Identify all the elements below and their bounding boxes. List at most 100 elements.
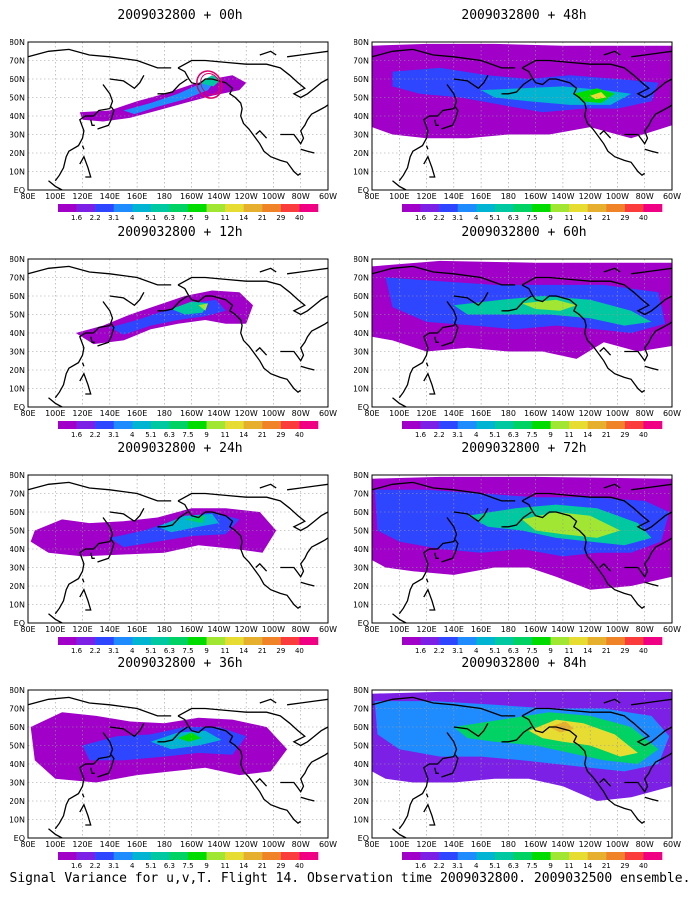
colorbar-bin	[225, 204, 245, 212]
colorbar-bin	[58, 204, 77, 212]
lon-label: 100E	[45, 192, 65, 201]
lon-label: 140E	[444, 409, 464, 418]
colorbar-bin	[402, 204, 421, 212]
lon-label: 60W	[663, 409, 681, 418]
lon-label: 140W	[207, 840, 230, 849]
colorbar-label: 2.2	[90, 647, 101, 655]
coastlines	[371, 696, 673, 839]
lon-label: 100W	[606, 409, 629, 418]
lon-label: 80W	[292, 625, 310, 634]
lon-label: 160W	[180, 192, 203, 201]
colorbar-bin	[76, 204, 96, 212]
colorbar-label: 2.2	[434, 431, 445, 439]
colorbar-label: 11	[221, 214, 230, 222]
colorbar-label: 1.6	[415, 647, 427, 655]
colorbar-bin	[113, 204, 133, 212]
lon-label: 80E	[20, 409, 35, 418]
colorbar-label: 7.5	[182, 214, 193, 222]
lon-label: 120W	[579, 192, 602, 201]
colorbar-bin	[58, 421, 77, 429]
observation-ellipse-inner	[200, 73, 221, 96]
colorbar-label: 14	[583, 647, 592, 655]
lat-label: 30N	[354, 348, 369, 357]
colorbar-bin	[606, 637, 626, 645]
lon-label: 140W	[551, 625, 574, 634]
colorbar-bin	[243, 204, 263, 212]
colorbar-bin	[150, 637, 170, 645]
colorbar-bin	[457, 637, 477, 645]
colorbar-bin	[513, 421, 533, 429]
lon-label: 160W	[180, 625, 203, 634]
lat-label: EQ	[14, 619, 25, 628]
lon-label: 140W	[551, 840, 574, 849]
lat-label: 70N	[354, 57, 369, 66]
lon-label: 140E	[444, 192, 464, 201]
lon-label: 80W	[636, 409, 654, 418]
colorbar-bin	[439, 637, 459, 645]
lon-label: 120E	[72, 625, 92, 634]
lon-label: 160E	[471, 192, 491, 201]
coastlines	[27, 696, 329, 839]
colorbar-bin	[262, 637, 282, 645]
variance-field	[372, 43, 672, 139]
lon-label: 160E	[471, 625, 491, 634]
colorbar-label: 6.3	[508, 214, 519, 222]
colorbar-label: 29	[276, 431, 285, 439]
colorbar-label: 9	[204, 431, 208, 439]
coastlines	[371, 265, 673, 408]
lon-label: 60W	[319, 625, 337, 634]
lat-label: 80N	[10, 686, 25, 695]
colorbar-label: 21	[602, 647, 611, 655]
colorbar-bin	[643, 204, 663, 212]
lat-label: EQ	[358, 403, 369, 412]
colorbar-bin	[225, 421, 245, 429]
lon-label: 100E	[389, 192, 409, 201]
colorbar-label: 14	[583, 431, 592, 439]
colorbar-label: 14	[239, 214, 248, 222]
colorbar-label: 1.6	[415, 431, 427, 439]
colorbar-label: 1.6	[71, 431, 83, 439]
lat-label: 80N	[10, 38, 25, 47]
colorbar-bin	[513, 204, 533, 212]
colorbar-bin	[95, 421, 115, 429]
map-grid	[28, 42, 328, 190]
lon-label: 160W	[524, 625, 547, 634]
colorbar-bin	[476, 637, 496, 645]
lon-label: 160E	[127, 840, 147, 849]
variance-contour	[590, 92, 607, 100]
lon-label: 160W	[524, 840, 547, 849]
panel-00h: 2009032800 + 00h 80N 70N 60N 50N 40N 30N 20N 10…	[10, 8, 350, 228]
colorbar-bin	[95, 852, 115, 860]
map-frame	[371, 689, 673, 839]
colorbar-label: 21	[602, 214, 611, 222]
colorbar: 1.6 2.2 3.1 4 5.1 6.3 7.5 9 11 14 21 29 40	[58, 637, 319, 655]
colorbar-label: 4	[130, 431, 135, 439]
coastlines	[371, 48, 673, 191]
lat-label: EQ	[358, 834, 369, 843]
map-frame	[27, 689, 329, 839]
lat-label: 30N	[10, 779, 25, 788]
lat-label: 50N	[354, 527, 369, 536]
colorbar-bin	[150, 421, 170, 429]
variance-contour	[184, 515, 206, 524]
colorbar-bin	[113, 637, 133, 645]
colorbar-label: 1.6	[415, 214, 427, 222]
colorbar-label: 14	[239, 647, 248, 655]
lon-label: 60W	[319, 409, 337, 418]
colorbar-bin	[402, 421, 421, 429]
colorbar: 1.6 2.2 3.1 4 5.1 6.3 7.5 9 11 14 21 29 40	[58, 852, 319, 870]
colorbar-bin	[494, 852, 514, 860]
lat-label: 80N	[354, 255, 369, 264]
colorbar-label: 4	[474, 431, 479, 439]
colorbar-bin	[299, 421, 319, 429]
colorbar-label: 5.1	[145, 431, 156, 439]
lon-label: 80E	[364, 625, 379, 634]
colorbar-bin	[569, 637, 589, 645]
colorbar-bin	[280, 852, 300, 860]
lon-label: 140W	[207, 625, 230, 634]
lon-label: 160E	[471, 409, 491, 418]
colorbar-label: 4	[130, 862, 135, 870]
lat-label: 30N	[354, 779, 369, 788]
colorbar-bin	[439, 421, 459, 429]
